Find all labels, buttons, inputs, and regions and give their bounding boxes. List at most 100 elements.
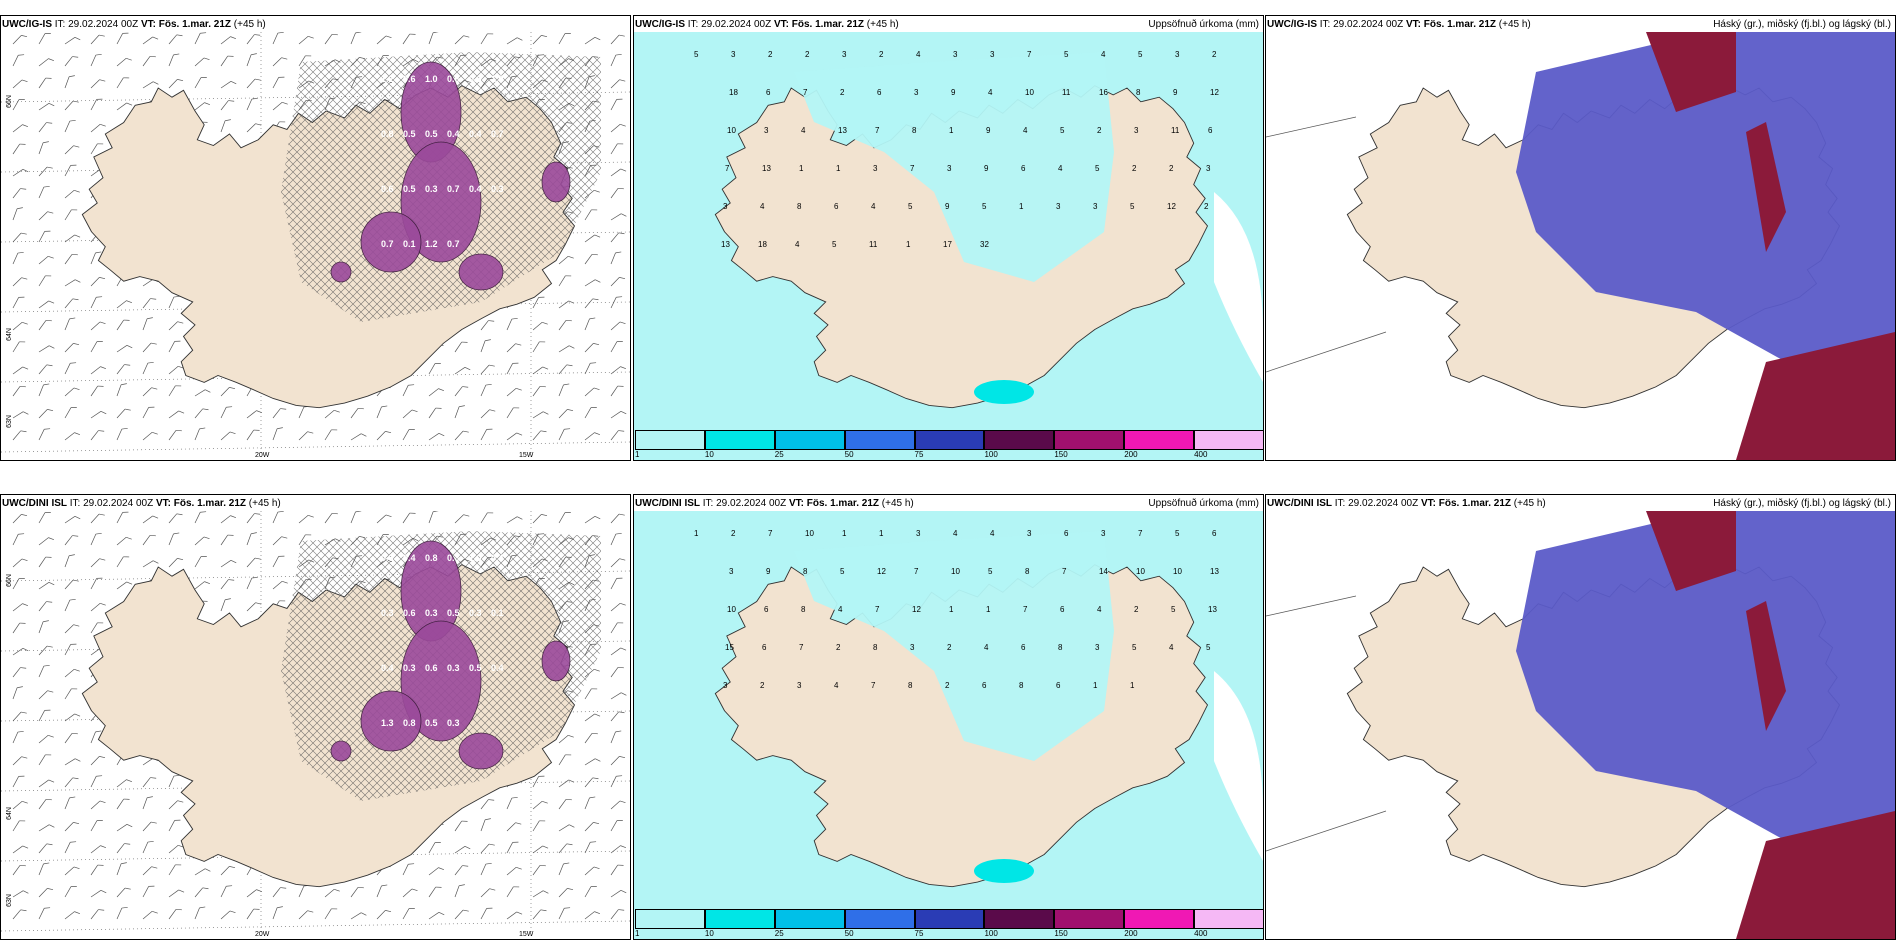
- precip-value-label: 7: [725, 164, 730, 173]
- wind-barb: [558, 345, 575, 353]
- lon-label-15w: 15W: [519, 452, 534, 459]
- lon-label-15w: 15W: [519, 931, 534, 938]
- wind-barb: [194, 389, 211, 397]
- wind-barb: [142, 298, 157, 309]
- wind-barb: [90, 775, 103, 788]
- wind-barb: [142, 431, 158, 441]
- wind-barb: [38, 141, 49, 155]
- wind-barb: [12, 864, 26, 876]
- colorbar-swatch: [774, 909, 845, 929]
- wind-barb: [272, 906, 283, 920]
- precip-value-label: 7: [803, 88, 808, 97]
- high-cloud-region: [1736, 811, 1895, 939]
- wind-barb: [610, 711, 625, 722]
- wind-barb: [168, 365, 184, 375]
- wind-barb: [194, 77, 207, 89]
- wind-value-label: 0.7: [447, 184, 460, 194]
- precip-value-label: 5: [1138, 50, 1143, 59]
- lon-label-20w: 20W: [255, 931, 270, 938]
- wind-barb: [376, 884, 388, 898]
- wind-barb: [584, 234, 601, 243]
- wind-barb: [220, 36, 237, 45]
- wind-barb: [610, 775, 623, 788]
- wind-barb: [64, 253, 78, 265]
- wind-barb: [90, 889, 107, 898]
- wind-barb: [90, 820, 103, 832]
- wind-barb: [584, 298, 599, 309]
- panel-subtitle: Háský (gr.), miðský (fj.bl.) og lágský (…: [1713, 19, 1891, 30]
- precip-value-label: 3: [1101, 529, 1106, 538]
- wind-barb: [610, 53, 622, 67]
- wind-value-label: 0.5: [425, 718, 438, 728]
- wind-barb: [64, 298, 79, 309]
- wind-barb: [194, 511, 207, 524]
- wind-barb: [168, 385, 182, 397]
- wind-barb: [610, 143, 624, 155]
- wind-barb: [12, 800, 28, 810]
- precip-value-label: 2: [768, 50, 773, 59]
- model-name: UWC/IG-IS: [635, 19, 685, 30]
- precip-value-label: 10: [1025, 88, 1034, 97]
- wind-barb: [90, 909, 105, 920]
- wind-barb: [610, 187, 624, 199]
- map-panel-dini-precip: UWC/DINI ISL IT: 29.02.2024 00Z VT: Fös.…: [633, 494, 1264, 940]
- colorbar-swatch: [704, 430, 775, 450]
- wind-barb: [454, 845, 471, 854]
- precip-value-label: 2: [1204, 202, 1209, 211]
- wind-barb: [142, 866, 158, 876]
- wind-barb: [532, 430, 547, 441]
- wind-barb: [480, 364, 495, 375]
- wind-barb: [558, 888, 574, 898]
- colorbar-tick-label: 1: [635, 450, 640, 459]
- wind-barb: [142, 885, 155, 898]
- wind-barb: [584, 796, 596, 810]
- wind-barb: [90, 845, 107, 854]
- wind-barb: [64, 598, 76, 612]
- wind-barb: [610, 845, 627, 854]
- wind-value-label: 0.3: [381, 553, 394, 563]
- precip-value-label: 8: [1136, 88, 1141, 97]
- precip-value-label: 4: [1058, 164, 1063, 173]
- precip-value-label: 4: [871, 202, 876, 211]
- precip-value-label: 6: [1212, 529, 1217, 538]
- it-value: 29.02.2024 00Z: [1333, 19, 1404, 30]
- wind-barb: [480, 339, 491, 353]
- precip-value-label: 3: [914, 88, 919, 97]
- boundary-line: [1266, 116, 1357, 138]
- wind-barb: [12, 99, 25, 111]
- wind-barb: [64, 432, 81, 441]
- wind-barb: [90, 277, 106, 287]
- wind-barb: [584, 758, 601, 766]
- precip-value-label: 1: [1093, 681, 1098, 690]
- wind-barb: [610, 820, 623, 832]
- wind-barb: [298, 431, 314, 441]
- wind-value-label: 0.5: [447, 608, 460, 618]
- vt-value: Fös. 1.mar. 21Z: [158, 19, 232, 30]
- precip-value-label: 2: [1212, 50, 1217, 59]
- precip-value-label: 7: [768, 529, 773, 538]
- wind-barb: [532, 35, 548, 45]
- wind-barb: [12, 385, 26, 397]
- wind-barb: [38, 798, 52, 810]
- wind-barb: [246, 889, 263, 898]
- wind-barb: [12, 667, 27, 678]
- wind-barb: [64, 822, 80, 832]
- model-name: UWC/IG-IS: [2, 19, 52, 30]
- wind-barb: [610, 98, 623, 111]
- panel-header: UWC/DINI ISL IT: 29.02.2024 00Z VT: Fös.…: [1267, 497, 1891, 511]
- wind-barb: [116, 383, 127, 397]
- precip-value-label: 10: [1136, 567, 1145, 576]
- wind-barb: [64, 911, 81, 920]
- wind-barb: [558, 319, 572, 331]
- precip-value-label: 5: [1095, 164, 1100, 173]
- wind-barb: [220, 598, 231, 612]
- precip-value-label: 4: [990, 529, 995, 538]
- precip-value-label: 6: [762, 643, 767, 652]
- wind-barb: [12, 232, 27, 243]
- wind-barb: [64, 668, 80, 678]
- wind-barb: [558, 843, 573, 854]
- wind-value-label: 0.3: [447, 663, 460, 673]
- precip-value-label: 1: [842, 529, 847, 538]
- wind-barb: [220, 866, 236, 876]
- wind-barb: [116, 887, 131, 898]
